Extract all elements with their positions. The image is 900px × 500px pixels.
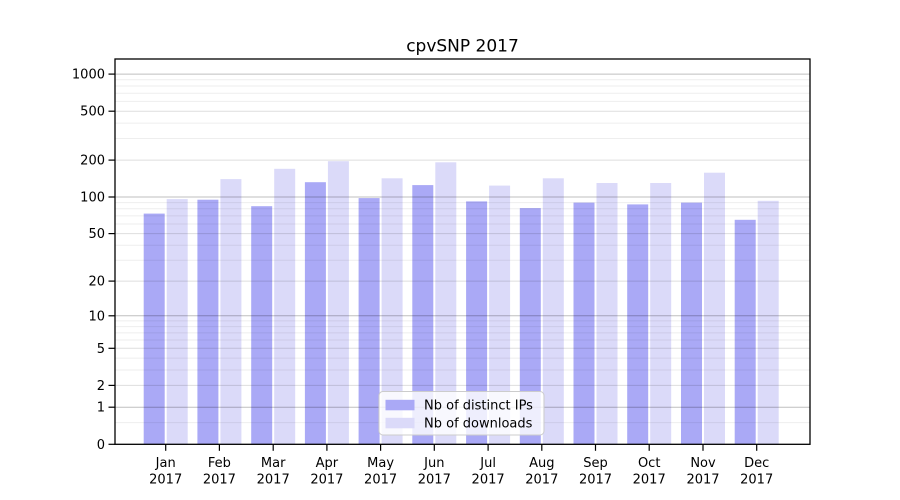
x-tick-label-year: 2017 [310,473,343,488]
x-tick-label-year: 2017 [525,473,558,488]
bar-downloads-jan [166,199,188,445]
y-tick-label: 200 [80,154,105,169]
bar-downloads-apr [327,161,349,445]
x-tick-label-month: Jun [423,456,444,471]
legend: Nb of distinct IPs Nb of downloads [378,391,545,436]
x-tick-label-month: Sep [583,456,608,471]
bar-downloads-aug [542,178,564,445]
y-tick-label: 500 [80,105,105,120]
x-tick-label-month: Apr [316,456,339,471]
legend-label-distinct-ips: Nb of distinct IPs [424,399,533,414]
x-tick-label-year: 2017 [472,473,505,488]
bar-downloads-jun [435,162,457,445]
x-tick-label-month: Jan [155,456,176,471]
bar-distinct-ips-mar [251,206,273,445]
x-tick-label-year: 2017 [579,473,612,488]
bar-downloads-mar [274,168,296,445]
bar-distinct-ips-jun [412,185,434,445]
x-tick-label-year: 2017 [257,473,290,488]
x-tick-label-month: May [367,456,394,471]
bar-downloads-dec [757,200,779,445]
y-tick-label: 1 [97,401,105,416]
bar-distinct-ips-oct [627,204,649,445]
bar-distinct-ips-nov [681,202,702,445]
bar-downloads-oct [650,183,672,445]
x-tick-label-month: Oct [638,456,660,471]
x-tick-label-month: Nov [690,456,716,471]
y-tick-label: 50 [88,227,105,242]
y-tick-label: 20 [88,275,105,290]
x-tick-label-year: 2017 [686,473,719,488]
bar-distinct-ips-jan [143,213,165,445]
bar-downloads-jul [489,185,511,445]
x-tick-label-month: Jul [479,456,496,471]
y-tick-label: 100 [80,191,105,206]
y-tick-label: 2 [97,379,105,394]
bar-distinct-ips-aug [519,208,541,445]
y-tick-label: 5 [97,342,105,357]
y-tick-label: 10 [88,309,105,324]
legend-swatch-distinct-ips [385,399,415,411]
x-tick-label-year: 2017 [203,473,236,488]
plot-area: 0 1 2 5 10 20 50 100 200 500 1000 Jan 2017 Feb 2017 Mar… [72,58,811,488]
x-tick-label-month: Mar [261,456,286,471]
y-tick-label: 1000 [72,68,105,83]
bar-distinct-ips-jul [466,201,488,445]
bar-distinct-ips-apr [304,182,326,445]
chart-title: cpvSNP 2017 [406,37,519,57]
bar-distinct-ips-may [358,198,380,445]
x-tick-label-year: 2017 [740,473,773,488]
x-tick-label-year: 2017 [633,473,666,488]
x-tick-label-month: Aug [529,456,554,471]
bar-distinct-ips-feb [197,199,219,445]
bar-downloads-nov [704,172,725,445]
legend-swatch-downloads [385,417,415,429]
y-tick-label: 0 [97,438,105,453]
bar-distinct-ips-sep [573,202,595,445]
x-tick-label-year: 2017 [418,473,451,488]
bar-downloads-may [381,178,403,445]
x-tick-label-year: 2017 [364,473,397,488]
legend-box [378,391,545,436]
x-tick-label-month: Feb [208,456,231,471]
bar-downloads-sep [596,183,618,445]
bar-distinct-ips-dec [734,219,756,445]
bar-downloads-feb [220,179,242,445]
x-tick-label-month: Dec [744,456,769,471]
legend-label-downloads: Nb of downloads [424,417,533,432]
plot-border [114,58,811,445]
x-tick-label-year: 2017 [149,473,182,488]
